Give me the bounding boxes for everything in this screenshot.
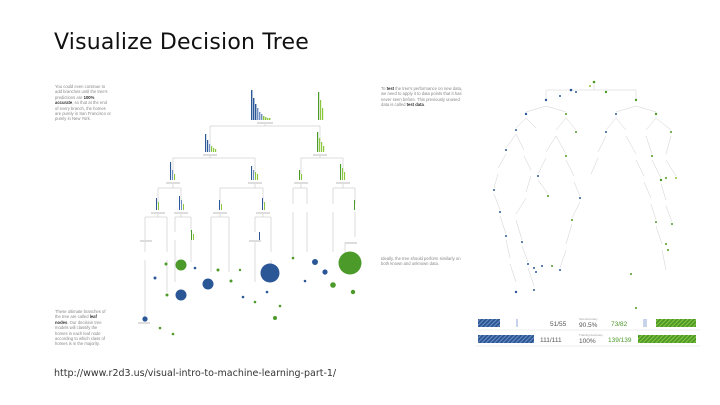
- note-text: the tree's performance on new data, we n…: [381, 86, 463, 108]
- node-labels: [138, 122, 357, 324]
- note-text: . Our decision tree models will classify…: [55, 319, 106, 347]
- note-text: These ultimate branches of the tree are …: [55, 309, 106, 320]
- histogram-root: [251, 90, 324, 120]
- note-text: , so that at the end of every branch, th…: [55, 100, 111, 122]
- right-test-tree: [493, 80, 677, 309]
- histogram-level3: [156, 196, 355, 240]
- leaf-nodes: [142, 251, 362, 336]
- test-accuracy-value: 90.5%: [579, 322, 598, 329]
- training-green-bar: [638, 335, 696, 343]
- test-blue-bar: [478, 319, 500, 327]
- test-left-count: 51/55: [550, 321, 567, 328]
- left-decision-tree: [138, 90, 362, 336]
- training-left-count: 111/111: [540, 337, 562, 344]
- note-text: You could even continue to add branches …: [55, 84, 108, 100]
- right-note-mid: Ideally, the tree should perform similar…: [381, 256, 463, 267]
- training-accuracy-value: 100%: [579, 338, 596, 345]
- test-green-misclassified: [643, 319, 647, 327]
- note-bold: leaf nodes: [55, 314, 97, 325]
- note-text: To: [381, 86, 387, 91]
- histogram-level2: [170, 162, 346, 180]
- histogram-level1: [205, 132, 325, 152]
- test-tree-branches: [493, 84, 677, 287]
- test-accuracy-label: Test Accuracy: [579, 317, 598, 321]
- test-blue-misclassified: [516, 319, 518, 327]
- training-blue-bar: [478, 335, 534, 343]
- test-tree-points: [493, 80, 677, 309]
- source-url[interactable]: http://www.r2d3.us/visual-intro-to-machi…: [54, 368, 337, 379]
- note-bold: test data: [406, 102, 424, 108]
- accuracy-panel: 51/55 Test Accuracy 90.5% 73/82 111/111 …: [476, 317, 700, 347]
- right-note-top: To test the tree's performance on new da…: [381, 86, 463, 108]
- note-text: .: [423, 102, 426, 108]
- test-green-bar: [656, 319, 696, 327]
- note-text: Ideally, the tree should perform similar…: [381, 256, 461, 267]
- left-note-bottom: These ultimate branches of the tree are …: [55, 309, 111, 347]
- training-right-count: 139/139: [608, 337, 632, 344]
- note-bold: test: [386, 86, 395, 91]
- slide-title: Visualize Decision Tree: [54, 30, 309, 55]
- test-right-count: 73/82: [611, 321, 628, 328]
- training-accuracy-label: Training Accuracy: [579, 333, 603, 337]
- left-note-top: You could even continue to add branches …: [55, 84, 111, 122]
- note-bold: 100% accurate: [55, 94, 95, 106]
